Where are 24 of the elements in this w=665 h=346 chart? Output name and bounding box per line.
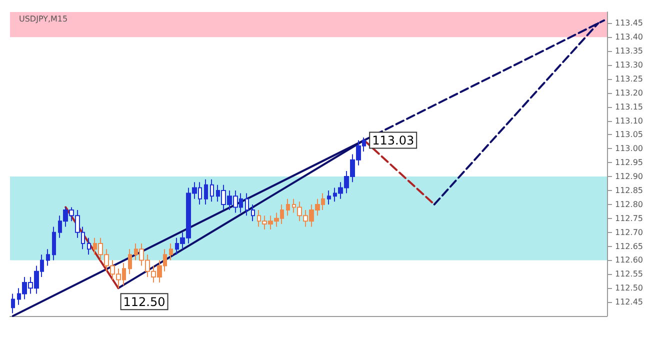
y-tick-label: 112.60 xyxy=(615,256,643,265)
y-tick-label: 112.55 xyxy=(615,270,643,279)
y-tick-label: 112.80 xyxy=(615,200,643,209)
y-tick-label: 113.45 xyxy=(615,18,643,28)
y-tick-label: 112.90 xyxy=(615,172,643,182)
y-tick-label: 113.30 xyxy=(615,60,643,70)
y-tick-label: 112.95 xyxy=(615,158,643,168)
y-tick-label: 113.35 xyxy=(615,46,643,56)
y-tick-label: 112.50 xyxy=(615,284,643,293)
y-tick-label: 113.20 xyxy=(615,88,643,98)
y-tick-label: 113.40 xyxy=(615,32,643,42)
annotation: 113.03 xyxy=(372,133,414,148)
chart-title: USDJPY,M15 xyxy=(19,14,68,24)
y-tick-label: 112.85 xyxy=(615,186,643,195)
y-tick-label: 112.45 xyxy=(615,298,643,307)
y-tick-label: 113.10 xyxy=(615,116,643,126)
y-tick-label: 112.65 xyxy=(615,242,643,251)
y-tick-label: 113.05 xyxy=(615,130,643,140)
y-tick-label: 113.15 xyxy=(615,102,643,112)
y-tick-label: 113.25 xyxy=(615,74,643,84)
y-tick-label: 112.70 xyxy=(615,228,643,237)
annotation: 112.50 xyxy=(123,295,166,310)
y-tick-label: 112.75 xyxy=(615,214,643,223)
y-tick-label: 113.00 xyxy=(615,144,643,154)
